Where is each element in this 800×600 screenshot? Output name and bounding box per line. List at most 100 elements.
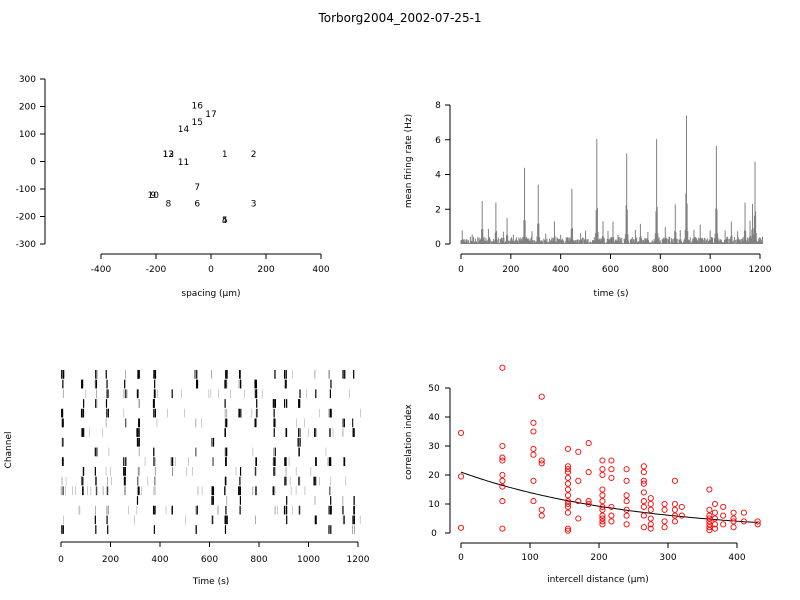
correlation-point <box>671 500 678 508</box>
correlation-point <box>457 473 465 480</box>
correlation-point <box>640 480 647 487</box>
correlation-point <box>730 524 737 531</box>
correlation-point <box>599 471 606 479</box>
correlation-point <box>623 512 630 519</box>
correlation-x-tick-label: 0 <box>458 553 464 563</box>
firing-rate-y-tick-label: 8 <box>435 101 441 111</box>
firing-rate-x-tick-label: 800 <box>652 265 669 275</box>
correlation-point <box>599 506 606 513</box>
correlation-point <box>711 515 718 522</box>
electrode-label-13: 13 <box>163 150 174 160</box>
spike-raster-x-tick-label: 200 <box>102 555 119 565</box>
correlation-point <box>647 521 654 528</box>
electrode-label-3: 3 <box>251 199 257 209</box>
electrode-y-tick-label: -300 <box>16 240 37 250</box>
firing-rate-x-axis-label: time (s) <box>594 289 629 299</box>
correlation-point <box>599 521 606 528</box>
correlation-point <box>608 512 615 519</box>
firing-rate-y-tick-label: 2 <box>435 205 441 215</box>
spike-raster-x-tick-label: 400 <box>151 555 168 565</box>
correlation-point <box>564 474 572 481</box>
correlation-point <box>706 486 713 493</box>
correlation-point <box>623 498 630 505</box>
correlation-y-tick-label: 10 <box>428 500 440 510</box>
correlation-point <box>564 469 572 476</box>
correlation-point <box>754 518 761 525</box>
correlation-vs-distance-panel: 0 100 200 300 400 0 10 20 30 40 50 intercell dista… <box>404 364 761 585</box>
correlation-point <box>711 525 718 532</box>
correlation-point <box>671 477 678 484</box>
correlation-point <box>575 477 582 484</box>
correlation-point <box>564 503 572 510</box>
correlation-point <box>640 503 647 510</box>
electrode-label-14: 14 <box>178 125 190 135</box>
correlation-point <box>671 518 678 525</box>
correlation-point <box>530 451 537 458</box>
correlation-point <box>599 492 606 499</box>
correlation-point <box>499 454 506 461</box>
electrode-label-15: 15 <box>192 118 203 128</box>
correlation-point <box>499 498 506 505</box>
correlation-point <box>623 492 630 499</box>
correlation-point <box>640 477 647 484</box>
correlation-point <box>599 503 606 510</box>
firing-rate-y-tick-label: 6 <box>435 136 441 146</box>
spike-raster-x-tick-label: 1000 <box>297 555 320 565</box>
spike-raster-x-tick-label: 0 <box>58 555 64 565</box>
electrode-layout-axes: -400 -200 0 200 400 -300 -200 -100 0 100 200 300 <box>16 75 330 275</box>
correlation-x-tick-label: 300 <box>659 553 676 563</box>
electrode-x-tick-label: -200 <box>146 265 167 275</box>
correlation-point <box>530 445 537 452</box>
correlation-point <box>499 442 506 450</box>
correlation-point <box>706 512 713 519</box>
correlation-point <box>647 500 654 508</box>
correlation-point <box>623 521 630 528</box>
correlation-point <box>499 471 506 479</box>
electrode-x-tick-label: 400 <box>312 265 329 275</box>
correlation-point <box>640 524 647 531</box>
correlation-point <box>585 498 592 505</box>
electrode-label-10: 10 <box>148 191 160 201</box>
correlation-point <box>623 466 630 473</box>
spike-raster-x-tick-label: 800 <box>250 555 267 565</box>
spike-raster-x-tick-label: 600 <box>201 555 218 565</box>
correlation-point <box>647 506 654 513</box>
correlation-point <box>740 509 747 516</box>
correlation-point <box>564 445 572 452</box>
correlation-y-tick-label: 50 <box>428 384 440 394</box>
correlation-point <box>640 469 647 476</box>
correlation-point <box>530 498 537 505</box>
electrode-label-8: 8 <box>166 199 172 209</box>
correlation-point <box>564 480 572 487</box>
correlation-point <box>640 489 647 496</box>
electrode-label-17: 17 <box>205 110 216 120</box>
electrode-y-tick-label: 200 <box>19 103 36 113</box>
correlation-point <box>499 477 506 484</box>
correlation-point <box>647 525 654 532</box>
correlation-point <box>530 419 537 426</box>
correlation-y-tick-label: 0 <box>431 529 437 539</box>
correlation-point <box>754 521 761 528</box>
correlation-point <box>585 469 592 476</box>
correlation-point <box>538 506 545 513</box>
correlation-point <box>599 498 606 505</box>
correlation-point <box>599 518 606 525</box>
electrode-label-2: 2 <box>251 150 257 160</box>
spike-raster-marks <box>60 370 361 534</box>
correlation-y-tick-label: 30 <box>428 442 440 452</box>
correlation-point <box>457 429 465 437</box>
electrode-y-tick-label: 300 <box>19 75 36 85</box>
correlation-point <box>711 521 718 528</box>
correlation-point <box>499 457 506 464</box>
electrode-x-tick-label: 0 <box>208 265 214 275</box>
correlation-point <box>564 525 572 532</box>
correlation-point <box>564 486 572 493</box>
correlation-point <box>730 509 737 516</box>
correlation-point <box>599 512 606 519</box>
firing-rate-y-tick-label: 0 <box>435 240 441 250</box>
correlation-point <box>706 518 713 525</box>
correlation-point <box>530 477 537 484</box>
electrode-y-tick-label: 0 <box>30 158 36 168</box>
correlation-point <box>599 486 606 493</box>
correlation-point <box>647 495 654 502</box>
